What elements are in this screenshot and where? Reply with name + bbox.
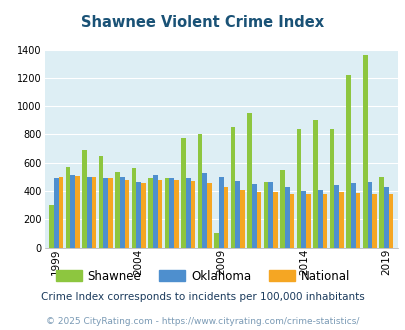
Bar	[214, 233, 218, 248]
Bar	[218, 177, 223, 248]
Bar	[54, 178, 58, 248]
Bar	[263, 182, 268, 248]
Bar	[296, 129, 301, 248]
Bar	[252, 184, 256, 248]
Bar	[355, 193, 359, 248]
Bar	[87, 177, 91, 248]
Bar	[98, 155, 103, 248]
Bar	[181, 138, 185, 248]
Bar	[338, 192, 343, 248]
Bar	[164, 178, 169, 248]
Bar	[66, 167, 70, 248]
Bar	[289, 194, 294, 248]
Text: © 2025 CityRating.com - https://www.cityrating.com/crime-statistics/: © 2025 CityRating.com - https://www.city…	[46, 317, 359, 326]
Bar	[280, 170, 284, 248]
Bar	[239, 190, 244, 248]
Bar	[115, 172, 119, 248]
Bar	[268, 182, 273, 248]
Bar	[284, 187, 289, 248]
Legend: Shawnee, Oklahoma, National: Shawnee, Oklahoma, National	[51, 265, 354, 287]
Bar	[345, 75, 350, 248]
Bar	[256, 192, 260, 248]
Bar	[362, 55, 367, 248]
Bar	[136, 182, 141, 248]
Bar	[197, 134, 202, 248]
Bar	[185, 178, 190, 248]
Bar	[305, 194, 310, 248]
Bar	[301, 191, 305, 248]
Text: Crime Index corresponds to incidents per 100,000 inhabitants: Crime Index corresponds to incidents per…	[41, 292, 364, 302]
Bar	[317, 189, 322, 248]
Bar	[82, 150, 87, 248]
Bar	[148, 178, 153, 248]
Bar	[383, 187, 388, 248]
Bar	[367, 182, 371, 248]
Bar	[157, 180, 162, 248]
Bar	[169, 178, 174, 248]
Bar	[75, 176, 79, 248]
Bar	[124, 180, 129, 248]
Bar	[230, 127, 235, 248]
Bar	[190, 181, 195, 248]
Text: Shawnee Violent Crime Index: Shawnee Violent Crime Index	[81, 15, 324, 30]
Bar	[202, 173, 207, 248]
Bar	[273, 192, 277, 248]
Bar	[334, 184, 338, 248]
Bar	[141, 183, 145, 248]
Bar	[378, 178, 383, 248]
Bar	[350, 183, 355, 248]
Bar	[153, 175, 157, 248]
Bar	[108, 178, 112, 248]
Bar	[313, 120, 317, 248]
Bar	[91, 177, 96, 248]
Bar	[322, 194, 326, 248]
Bar	[207, 183, 211, 248]
Bar	[223, 187, 228, 248]
Bar	[174, 180, 178, 248]
Bar	[132, 168, 136, 248]
Bar	[235, 181, 239, 248]
Bar	[371, 194, 376, 248]
Bar	[247, 113, 252, 248]
Bar	[119, 177, 124, 248]
Bar	[329, 129, 334, 248]
Bar	[388, 194, 392, 248]
Bar	[58, 177, 63, 248]
Bar	[49, 205, 54, 248]
Bar	[103, 178, 108, 248]
Bar	[70, 175, 75, 248]
